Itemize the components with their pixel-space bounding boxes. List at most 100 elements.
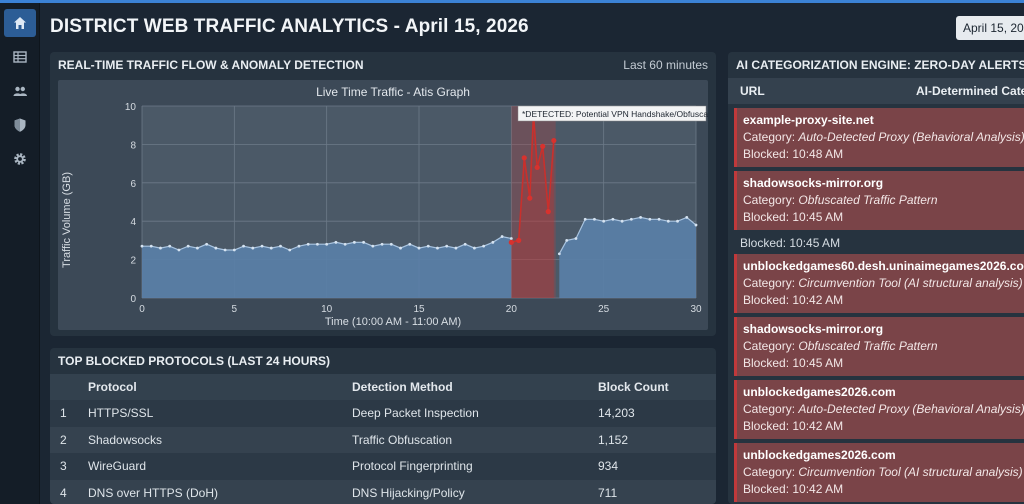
data-point-anomaly — [551, 137, 557, 144]
sidebar — [0, 3, 40, 504]
data-point-normal — [509, 237, 513, 240]
time-range-label[interactable]: Last 60 minutes — [623, 58, 708, 72]
data-point-normal — [288, 248, 292, 252]
x-tick-label: 15 — [413, 304, 425, 315]
y-tick-label: 0 — [130, 294, 136, 305]
alert-blocked-time: 10:45 AM — [792, 356, 844, 370]
x-tick-label: 25 — [598, 304, 610, 315]
data-point-normal — [334, 240, 338, 244]
row-count: 711 — [598, 479, 716, 504]
alert-url: unblockedgames60.desh.uninaimegames2026.… — [743, 259, 1024, 273]
series-area-normal — [142, 236, 512, 298]
row-method: Deep Packet Inspection — [352, 400, 598, 427]
alert-card[interactable]: example-proxy-site.net Category: Auto-De… — [734, 108, 1024, 167]
data-point-anomaly — [527, 195, 533, 201]
data-point-post — [583, 217, 587, 221]
sidebar-item-settings[interactable] — [4, 145, 36, 173]
alert-blocked-time: 10:42 AM — [792, 482, 844, 496]
row-count: 1,152 — [598, 426, 716, 453]
sidebar-item-home[interactable] — [4, 9, 36, 37]
sidebar-item-security[interactable] — [4, 111, 36, 139]
row-method: Protocol Fingerprinting — [352, 453, 598, 480]
data-point-post — [685, 215, 689, 219]
y-axis-label: Traffic Volume (GB) — [61, 172, 73, 268]
row-protocol: DNS over HTTPS (DoH) — [88, 479, 352, 504]
data-point-normal — [251, 246, 255, 250]
alert-card[interactable]: shadowsocks-mirror.org Category: Obfusca… — [734, 317, 1024, 376]
alert-card[interactable]: unblockedgames2026.com Category: Circumv… — [734, 443, 1024, 502]
column-header-method[interactable]: Detection Method — [352, 374, 598, 400]
table-row[interactable]: 2 Shadowsocks Traffic Obfuscation 1,152 — [50, 426, 716, 453]
row-count: 14,203 — [598, 400, 716, 427]
alert-url: unblockedgames2026.com — [743, 385, 896, 399]
shield-icon — [14, 118, 26, 132]
y-tick-label: 6 — [130, 179, 136, 190]
data-point-normal — [454, 246, 458, 250]
data-point-normal — [408, 242, 412, 246]
column-header-protocol[interactable]: Protocol — [88, 374, 352, 400]
data-point-normal — [306, 242, 310, 246]
sidebar-item-table[interactable] — [4, 43, 36, 71]
category-label: Category: — [743, 339, 796, 353]
data-point-anomaly — [545, 209, 551, 215]
column-header-category[interactable]: AI-Determined Categ — [916, 84, 1024, 98]
x-axis-label: Time (10:00 AM - 11:00 AM) — [325, 316, 461, 328]
chart-series — [140, 106, 698, 298]
data-point-normal — [491, 240, 495, 244]
ai-panel-header: AI CATEGORIZATION ENGINE: ZERO-DAY ALERT… — [728, 52, 1024, 78]
data-point-post — [574, 237, 578, 240]
data-point-anomaly — [521, 155, 527, 161]
alert-card[interactable]: unblockedgames2026.com Category: Auto-De… — [734, 380, 1024, 439]
data-point-anomaly — [534, 164, 540, 171]
blocked-label: Blocked: — [743, 210, 790, 224]
data-point-normal — [177, 248, 181, 252]
data-point-post — [602, 219, 606, 223]
data-point-normal — [140, 244, 144, 248]
sidebar-item-users[interactable] — [4, 77, 36, 105]
x-tick-label: 0 — [139, 304, 145, 315]
alert-category: Circumvention Tool (AI structural analys… — [798, 276, 1023, 290]
protocols-panel: TOP BLOCKED PROTOCOLS (LAST 24 HOURS) Pr… — [50, 348, 716, 504]
data-point-normal — [445, 244, 449, 248]
ai-table-header: URL AI-Determined Categ — [728, 78, 1024, 104]
traffic-chart-svg: Live Time Traffic - Atis Graph Traffic V… — [61, 85, 708, 328]
column-header-count[interactable]: Block Count — [598, 374, 716, 400]
data-point-post — [648, 217, 652, 221]
table-icon — [13, 51, 27, 63]
y-tick-label: 10 — [125, 102, 137, 113]
category-label: Category: — [743, 465, 796, 479]
data-point-normal — [426, 244, 430, 248]
column-header-url[interactable]: URL — [740, 84, 765, 98]
category-label: Category: — [743, 402, 796, 416]
row-protocol: Shadowsocks — [88, 426, 352, 453]
alert-url: shadowsocks-mirror.org — [743, 322, 884, 336]
data-point-post — [593, 217, 596, 221]
data-point-normal — [214, 246, 218, 250]
alert-card[interactable]: unblockedgames60.desh.uninaimegames2026.… — [734, 254, 1024, 313]
alert-category: Auto-Detected Proxy (Behavioral Analysis… — [798, 130, 1024, 144]
data-point-normal — [297, 244, 301, 248]
table-row[interactable]: 1 HTTPS/SSL Deep Packet Inspection 14,20… — [50, 400, 716, 427]
row-rank: 1 — [50, 400, 88, 427]
x-tick-label: 5 — [232, 304, 238, 315]
data-point-normal — [380, 242, 384, 246]
table-row[interactable]: 3 WireGuard Protocol Fingerprinting 934 — [50, 453, 716, 480]
data-point-post — [557, 252, 561, 256]
data-point-normal — [260, 244, 264, 248]
alert-url: example-proxy-site.net — [743, 113, 874, 127]
alert-card[interactable]: shadowsocks-mirror.org Category: Obfusca… — [734, 171, 1024, 230]
alert-category: Circumvention Tool (AI structural analys… — [798, 465, 1023, 479]
data-point-normal — [168, 244, 172, 248]
data-point-normal — [325, 242, 329, 246]
y-tick-label: 2 — [130, 256, 136, 267]
row-rank: 4 — [50, 479, 88, 504]
data-point-normal — [482, 244, 486, 248]
data-point-anomaly — [508, 239, 514, 245]
date-picker[interactable]: April 15, 202 — [956, 16, 1024, 40]
category-label: Category: — [743, 130, 796, 144]
row-protocol: HTTPS/SSL — [88, 400, 352, 427]
data-point-normal — [371, 244, 375, 248]
table-row[interactable]: 4 DNS over HTTPS (DoH) DNS Hijacking/Pol… — [50, 479, 716, 504]
row-method: DNS Hijacking/Policy — [352, 479, 598, 504]
data-point-post — [657, 217, 661, 221]
